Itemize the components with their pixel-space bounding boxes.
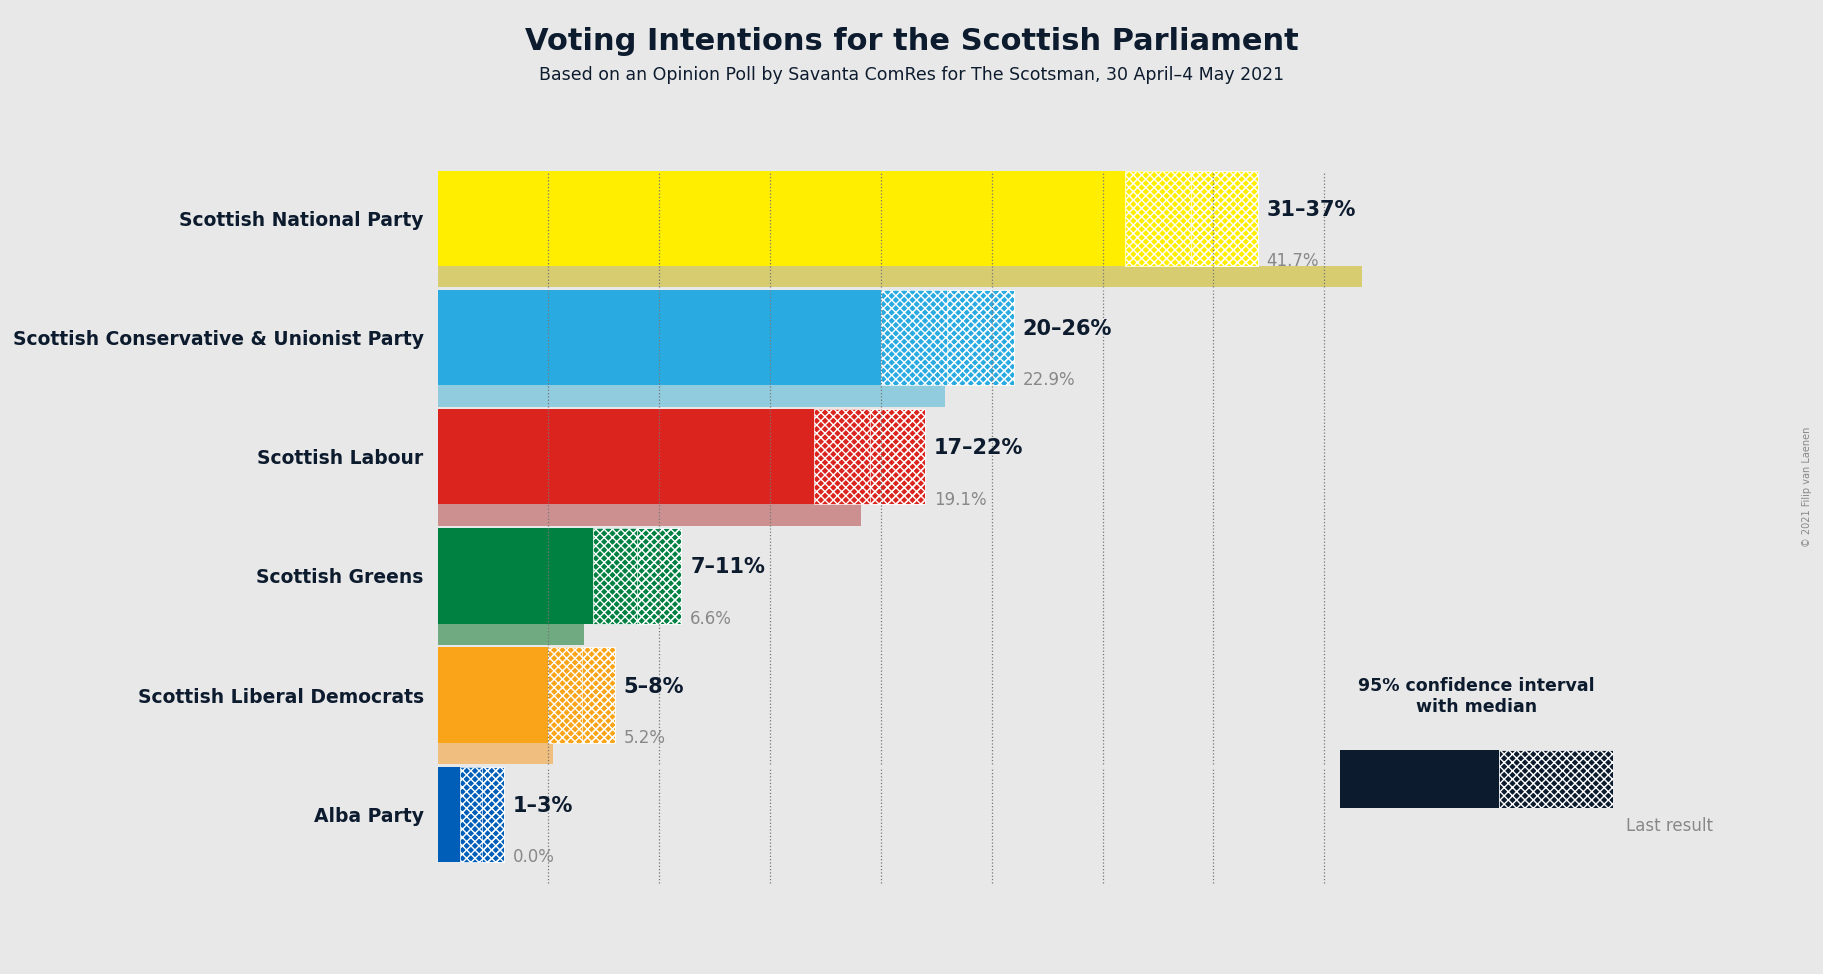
Bar (438, 409, 926, 505)
Bar (636, 528, 682, 623)
Text: 17–22%: 17–22% (933, 438, 1023, 459)
Bar (438, 648, 614, 743)
Bar (870, 409, 926, 505)
Bar (438, 266, 1362, 287)
Text: © 2021 Filip van Laenen: © 2021 Filip van Laenen (1803, 427, 1812, 547)
Text: Last result: Last result (1626, 817, 1714, 835)
Text: Voting Intentions for the Scottish Parliament: Voting Intentions for the Scottish Parli… (525, 27, 1298, 56)
Text: 7–11%: 7–11% (691, 557, 766, 578)
Bar (438, 505, 860, 526)
Text: Based on an Opinion Poll by Savanta ComRes for The Scotsman, 30 April–4 May 2021: Based on an Opinion Poll by Savanta ComR… (540, 66, 1283, 84)
Text: 31–37%: 31–37% (1267, 200, 1356, 220)
Bar (549, 648, 614, 743)
Bar (582, 648, 614, 743)
Bar (948, 289, 1014, 385)
Text: 20–26%: 20–26% (1023, 319, 1112, 339)
Text: 0.0%: 0.0% (512, 848, 554, 866)
Bar (438, 528, 682, 623)
Bar (438, 743, 552, 765)
Bar (1125, 170, 1258, 266)
Bar (1499, 750, 1613, 808)
Bar (438, 623, 583, 645)
Text: 6.6%: 6.6% (691, 610, 733, 627)
Text: 5–8%: 5–8% (623, 677, 684, 696)
Bar (815, 409, 926, 505)
Bar (592, 528, 682, 623)
Bar (438, 289, 1014, 385)
Bar (481, 767, 503, 862)
Text: 1–3%: 1–3% (512, 796, 572, 816)
Text: 41.7%: 41.7% (1267, 252, 1320, 270)
Bar (438, 385, 944, 406)
Bar (1340, 750, 1499, 808)
Text: 95% confidence interval
with median: 95% confidence interval with median (1358, 677, 1595, 716)
Bar (1190, 170, 1258, 266)
Text: 19.1%: 19.1% (933, 491, 986, 508)
Bar (881, 289, 1014, 385)
Bar (438, 767, 503, 862)
Bar (438, 170, 1258, 266)
Text: 5.2%: 5.2% (623, 729, 665, 747)
Text: 22.9%: 22.9% (1023, 371, 1076, 390)
Bar (459, 767, 503, 862)
